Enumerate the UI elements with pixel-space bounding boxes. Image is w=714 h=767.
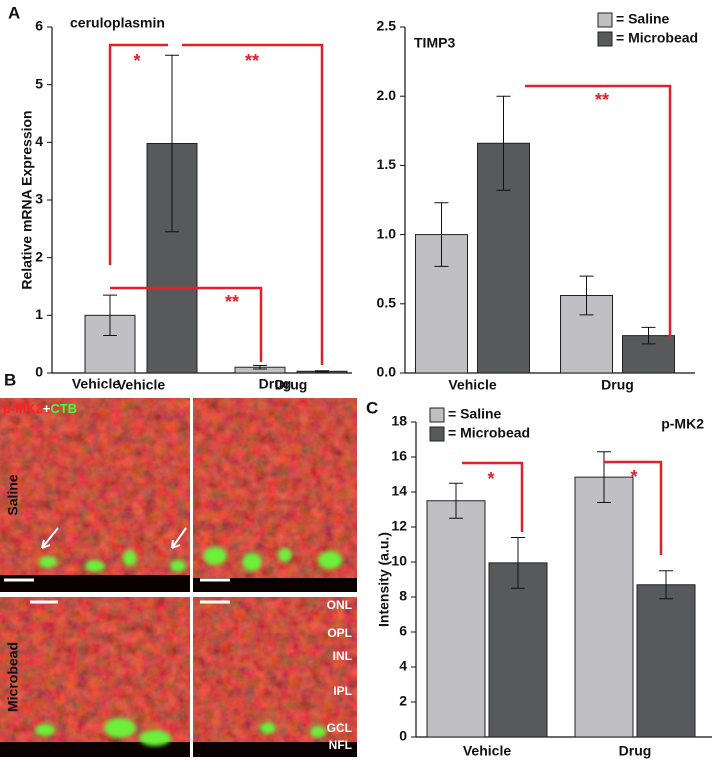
error-bar — [641, 326, 656, 345]
stain: CTB — [50, 401, 77, 416]
panel-label: B — [4, 370, 16, 389]
y-tick-label: 4 — [35, 133, 43, 149]
x-tick-label: Drug — [601, 377, 634, 393]
significance-label: * — [133, 51, 140, 71]
significance-label: ** — [225, 292, 239, 312]
significance-bracket — [110, 286, 263, 362]
bar — [426, 500, 486, 738]
bar — [488, 562, 548, 738]
y-tick-label: 0.0 — [377, 364, 397, 380]
row-label: Microbead — [5, 642, 21, 712]
y-tick-label: 2 — [399, 693, 407, 709]
stain: p-MK2 — [3, 401, 43, 416]
micrographs: Vehicle Drug Saline Microbead p-MK2+CTB … — [0, 376, 357, 757]
error-bar — [496, 95, 511, 191]
legend-swatch — [429, 426, 445, 442]
x-tick-label: Drug — [275, 377, 308, 393]
chart-title: TIMP3 — [414, 35, 455, 51]
error-bar — [511, 537, 525, 589]
significance-bracket — [604, 460, 663, 555]
y-tick-label: 0.5 — [377, 295, 397, 311]
y-axis-label: Intensity (a.u.) — [376, 532, 392, 627]
y-tick-label: 6 — [35, 18, 43, 34]
ctb-signal — [35, 547, 342, 746]
dark-band — [193, 578, 357, 592]
y-tick-label: 18 — [391, 413, 407, 429]
y-tick-label: 5 — [35, 75, 43, 91]
y-tick-label: 2.5 — [377, 18, 397, 34]
error-bar — [253, 365, 267, 370]
y-axis-label: Relative mRNA Expression — [19, 110, 35, 289]
y-tick-label: 4 — [399, 658, 407, 674]
significance-label: * — [487, 469, 494, 489]
micrograph — [0, 398, 190, 592]
y-tick-label: 12 — [391, 518, 407, 534]
y-tick-label: 1.5 — [377, 156, 397, 172]
legend-swatch — [429, 407, 445, 423]
error-bar — [597, 451, 611, 503]
row-label: Saline — [5, 474, 21, 515]
error-bar — [579, 275, 594, 316]
error-bar — [434, 202, 449, 267]
legend-label: = Microbead — [448, 425, 530, 441]
error-bar — [315, 370, 329, 373]
y-tick-label: 2.0 — [377, 87, 397, 103]
legend-swatch — [597, 12, 613, 28]
significance-label: ** — [245, 51, 259, 71]
significance-bracket — [108, 43, 324, 365]
layer-label: OPL — [327, 626, 352, 640]
x-tick-label: Vehicle — [117, 377, 165, 393]
dark-band — [193, 742, 357, 757]
panel-label: C — [366, 398, 378, 417]
bar — [636, 584, 696, 738]
y-tick-label: 2 — [35, 248, 43, 264]
layer-label: ONL — [327, 598, 352, 612]
scale-bars — [4, 578, 230, 604]
chart-title: p-MK2 — [661, 416, 704, 432]
significance-bracket — [462, 461, 524, 532]
y-tick-label: 6 — [399, 623, 407, 639]
error-bar — [449, 482, 463, 519]
y-tick-label: 0 — [399, 728, 407, 744]
x-tick-label: Vehicle — [448, 377, 496, 393]
arrows — [41, 527, 187, 549]
significance-label: ** — [595, 90, 609, 110]
bar — [574, 476, 634, 738]
panel-label: A — [8, 3, 20, 22]
error-bar — [165, 54, 179, 233]
chart-title: ceruloplasmin — [70, 15, 165, 31]
significance-label: * — [630, 467, 637, 487]
y-tick-label: 8 — [399, 588, 407, 604]
layer-label: IPL — [333, 684, 352, 698]
dark-band — [0, 575, 190, 592]
layer-label: GCL — [327, 721, 352, 735]
y-tick-label: 14 — [391, 483, 407, 499]
stain-label: p-MK2+CTB — [3, 401, 77, 416]
legend-label: = Microbead — [616, 30, 698, 46]
y-tick-label: 10 — [391, 553, 407, 569]
significance-bracket — [525, 84, 672, 337]
y-tick-label: 1 — [35, 306, 43, 322]
layer-label: INL — [333, 649, 352, 663]
error-bar — [103, 294, 117, 337]
y-tick-label: 0 — [35, 364, 43, 380]
layer-label: NFL — [329, 738, 352, 752]
column-label: Vehicle — [72, 376, 120, 392]
dark-band — [0, 742, 190, 757]
y-tick-label: 16 — [391, 448, 407, 464]
error-bar — [659, 570, 673, 600]
legend-label: = Saline — [616, 11, 670, 27]
y-tick-label: 3 — [35, 191, 43, 207]
x-tick-label: Drug — [619, 743, 652, 759]
column-label: Drug — [259, 376, 292, 392]
legend-label: = Saline — [448, 406, 502, 422]
legend-swatch — [597, 31, 613, 47]
stain: + — [43, 401, 51, 416]
x-tick-label: Vehicle — [463, 743, 511, 759]
y-tick-label: 1.0 — [377, 225, 397, 241]
